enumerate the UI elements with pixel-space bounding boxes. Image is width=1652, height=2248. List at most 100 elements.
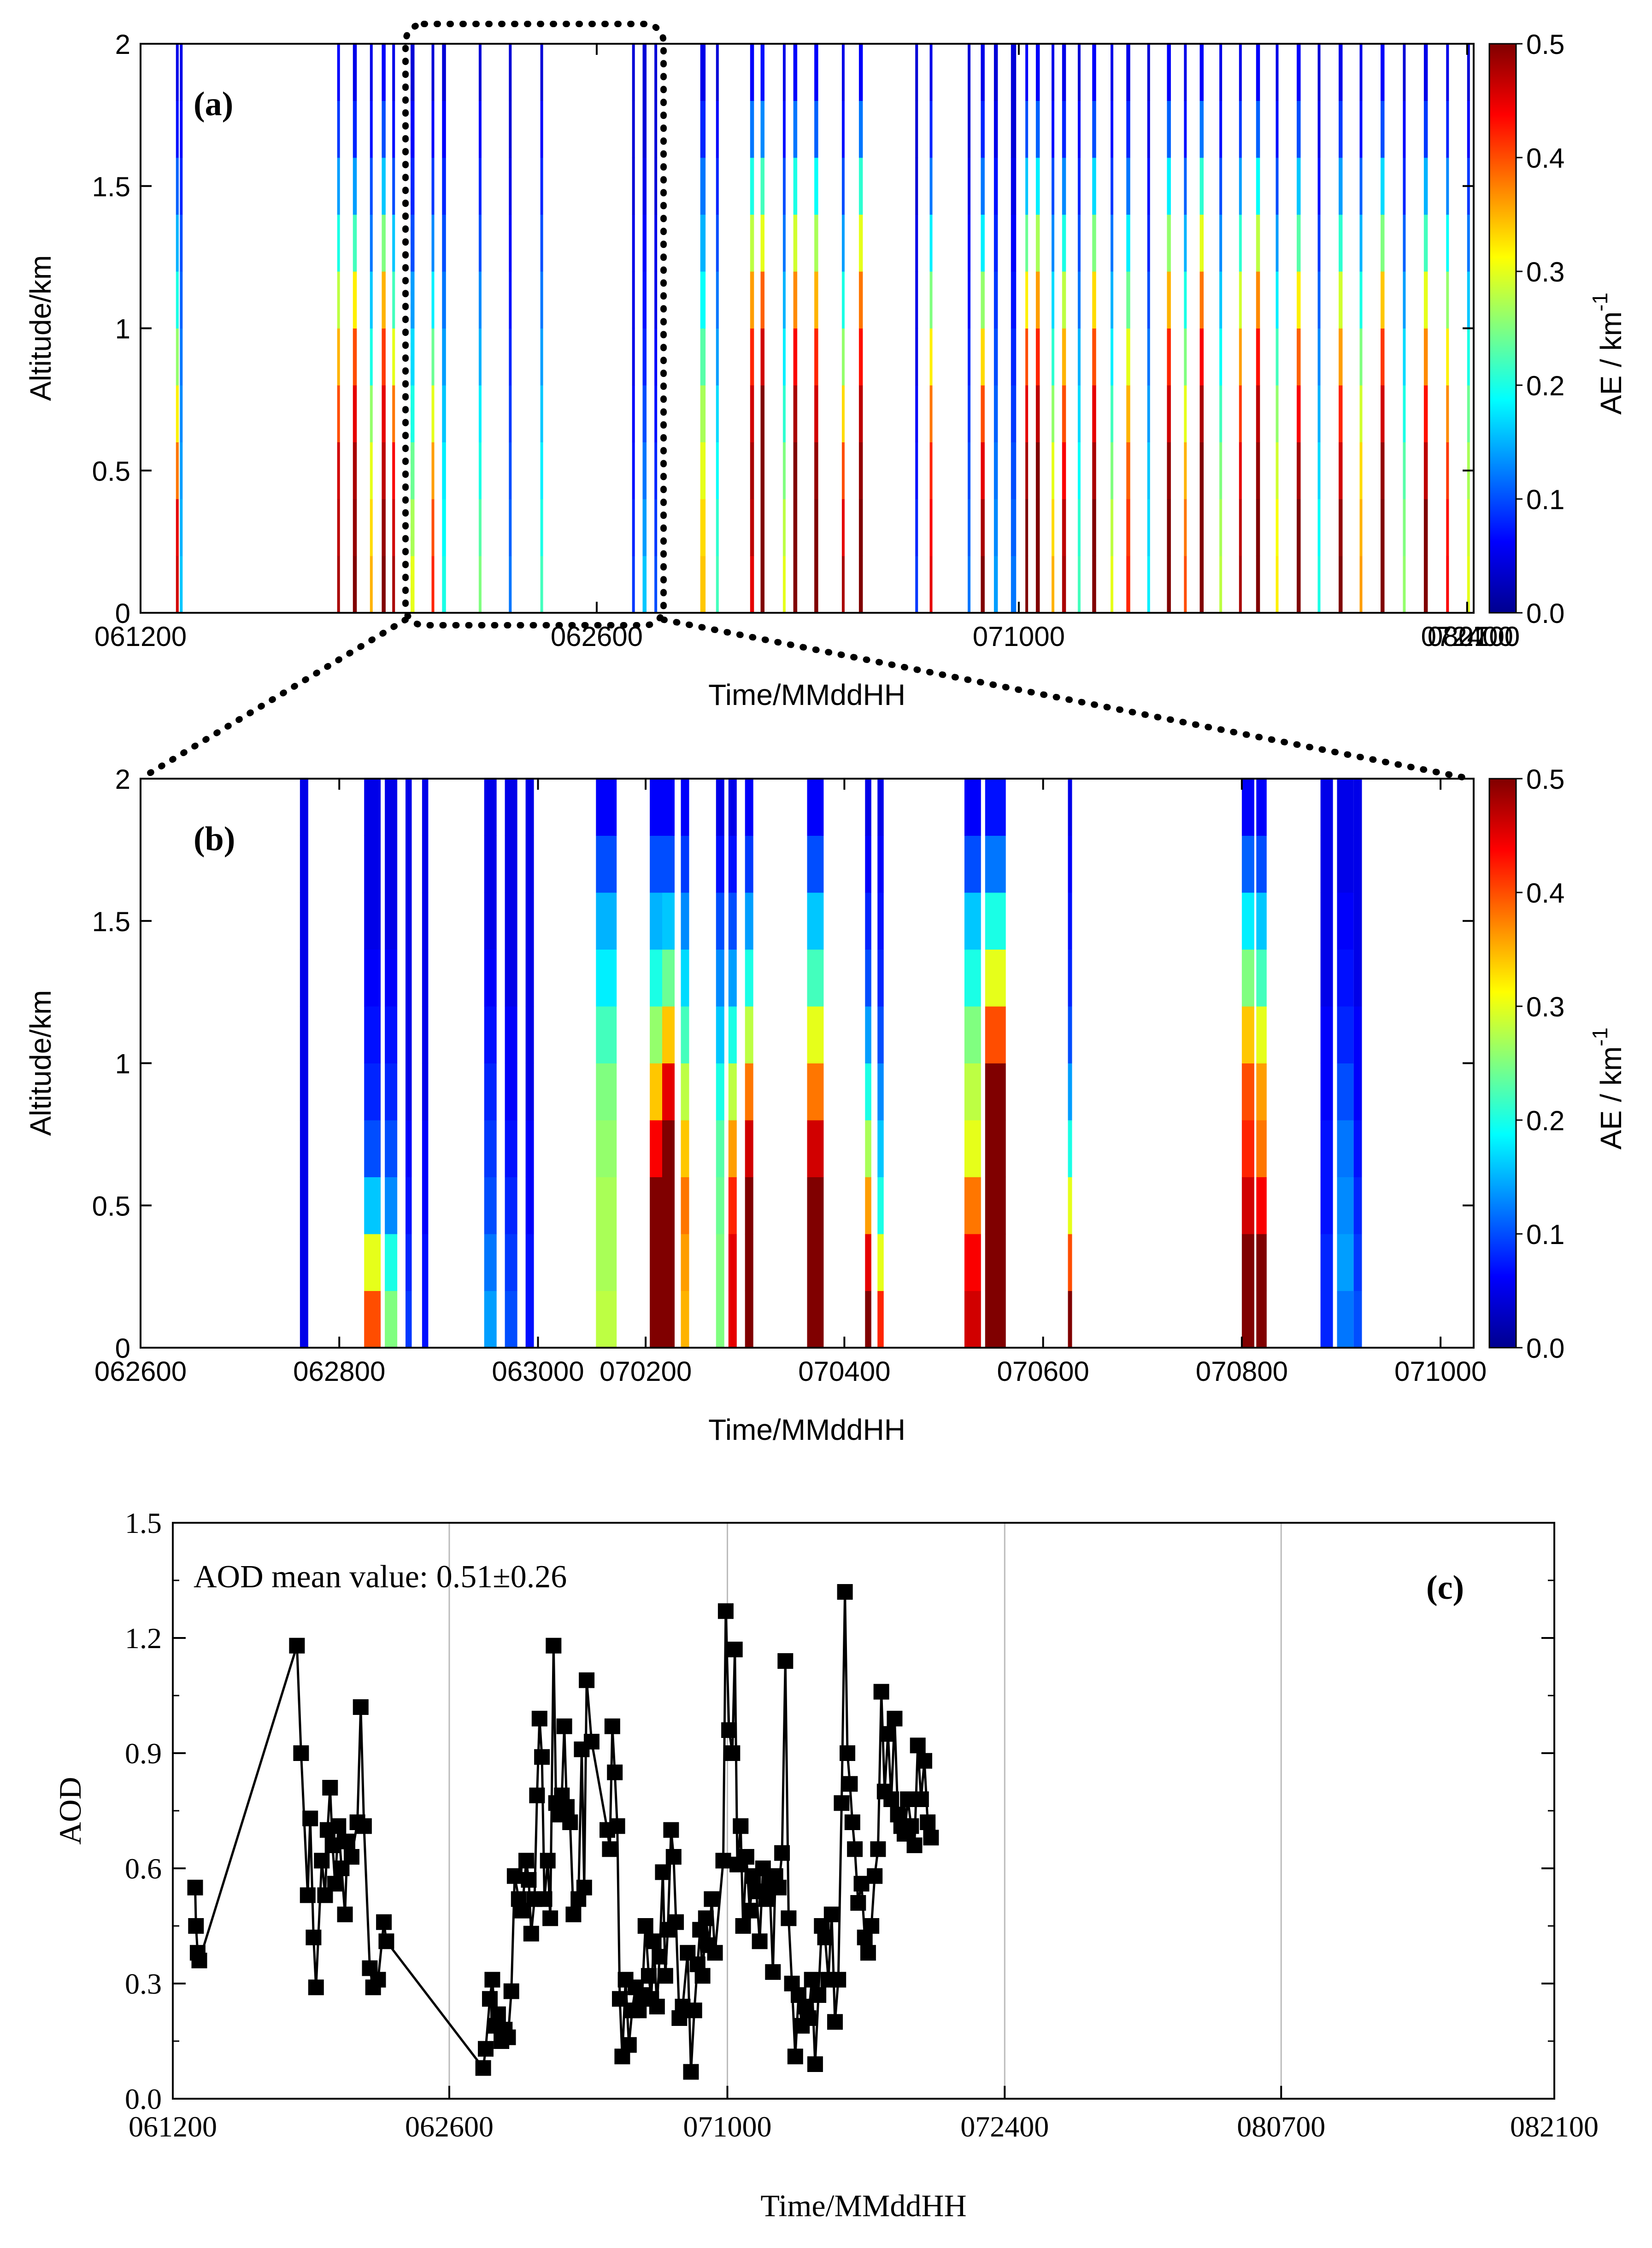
a-cell-12-0: [540, 556, 543, 613]
b-cell-11-0: [681, 1291, 689, 1348]
b-cell-2-6: [385, 949, 398, 1007]
aod-point-129: [800, 2010, 817, 2026]
a-cell-4-9: [370, 44, 373, 101]
b-cell-16-1: [865, 1234, 871, 1291]
b-cell-4-1: [422, 1234, 429, 1291]
a-cell-31-4: [1025, 328, 1029, 386]
a-cell-31-0: [1025, 556, 1029, 613]
b-cell-25-0: [1353, 1291, 1362, 1348]
a-cell-43-9: [1219, 44, 1223, 101]
a-cell-6-4: [392, 328, 395, 386]
a-cell-41-1: [1184, 499, 1187, 556]
a-cbtick-label-1: 0.1: [1526, 484, 1564, 515]
panel-a-colorbar: [1488, 43, 1517, 614]
a-cell-26-7: [929, 158, 933, 215]
a-cell-45-7: [1256, 158, 1260, 215]
aod-point-111: [742, 1902, 758, 1919]
b-cell-16-5: [865, 1006, 871, 1063]
a-cell-49-9: [1339, 44, 1343, 101]
aod-point-38: [503, 1983, 519, 1999]
aod-point-48: [534, 1749, 550, 1765]
aod-point-13: [322, 1780, 338, 1796]
a-cell-36-5: [1092, 271, 1096, 329]
a-cell-54-3: [1446, 385, 1449, 442]
b-cell-1-2: [364, 1177, 381, 1234]
b-cell-18-8: [964, 835, 981, 893]
a-cell-4-8: [370, 100, 373, 158]
b-cell-24-0: [1337, 1291, 1354, 1348]
a-cell-23-9: [841, 44, 845, 101]
panel-b-xlabel: Time/MMddHH: [708, 1413, 905, 1446]
b-cell-19-1: [985, 1234, 1006, 1291]
a-cell-43-2: [1219, 442, 1223, 499]
a-cell-27-8: [968, 100, 970, 158]
aod-point-23: [356, 1818, 372, 1834]
a-cell-20-4: [782, 328, 786, 386]
b-cell-1-6: [364, 949, 381, 1007]
b-cell-4-9: [422, 779, 429, 836]
b-cell-20-7: [1068, 892, 1072, 950]
b-cell-0-5: [300, 1006, 308, 1063]
b-ytick-label-3: 1.5: [92, 906, 130, 937]
aod-point-136: [823, 1907, 840, 1922]
b-cell-2-7: [385, 892, 398, 950]
a-cell-38-0: [1126, 556, 1130, 613]
aod-point-1: [188, 1918, 204, 1934]
aod-point-146: [853, 1876, 870, 1892]
a-cell-0-5: [176, 271, 179, 329]
a-cell-41-4: [1184, 328, 1187, 386]
aod-point-163: [910, 1737, 926, 1754]
a-cell-41-3: [1184, 385, 1187, 442]
a-cell-50-2: [1359, 442, 1363, 499]
a-cell-9-2: [442, 442, 446, 499]
a-cell-7-5: [411, 271, 415, 329]
a-cell-55-1: [1467, 499, 1470, 556]
a-cell-15-7: [654, 158, 658, 215]
b-ytick-label-4: 2: [115, 764, 130, 795]
aod-point-105: [724, 1745, 741, 1761]
a-cell-1-5: [180, 271, 183, 329]
aod-point-68: [607, 1764, 623, 1780]
a-cell-48-7: [1317, 158, 1321, 215]
b-cell-12-3: [716, 1120, 724, 1177]
b-cell-14-3: [745, 1120, 753, 1177]
a-cell-2-7: [337, 158, 340, 215]
aod-point-100: [704, 1891, 720, 1907]
a-cell-15-9: [654, 44, 658, 101]
aod-point-141: [840, 1745, 855, 1761]
b-cell-6-1: [505, 1234, 517, 1291]
b-cell-17-2: [877, 1177, 884, 1234]
b-cell-21-5: [1241, 1006, 1254, 1063]
b-cell-4-0: [422, 1291, 429, 1348]
a-cell-8-3: [431, 385, 435, 442]
aod-point-162: [906, 1837, 923, 1853]
b-cell-1-4: [364, 1063, 381, 1121]
b-cell-24-6: [1337, 949, 1354, 1007]
panel-a-label: (a): [194, 85, 233, 123]
aod-point-63: [579, 1672, 595, 1688]
c-ytick-label-3: 0.9: [125, 1737, 162, 1770]
aod-point-79: [641, 1968, 657, 1984]
a-cell-5-8: [382, 100, 386, 158]
a-cell-46-3: [1276, 385, 1279, 442]
b-cell-12-8: [716, 835, 724, 893]
b-cell-20-2: [1068, 1177, 1072, 1234]
a-cell-34-2: [1062, 442, 1066, 499]
b-cell-5-7: [484, 892, 497, 950]
a-cell-10-4: [478, 328, 482, 386]
a-cell-18-3: [750, 385, 754, 442]
b-cell-5-4: [484, 1063, 497, 1121]
a-cell-51-6: [1381, 214, 1385, 272]
a-cell-21-3: [793, 385, 798, 442]
b-cell-10-0: [662, 1291, 675, 1348]
a-cell-28-2: [981, 442, 985, 499]
a-cell-4-1: [370, 499, 373, 556]
a-cell-43-6: [1219, 214, 1223, 272]
a-cell-38-8: [1126, 100, 1130, 158]
aod-point-83: [652, 1949, 668, 1965]
a-cell-36-0: [1092, 556, 1096, 613]
a-cell-52-1: [1403, 499, 1406, 556]
a-cell-32-6: [1035, 214, 1040, 272]
a-cell-36-6: [1092, 214, 1096, 272]
a-cell-36-1: [1092, 499, 1096, 556]
